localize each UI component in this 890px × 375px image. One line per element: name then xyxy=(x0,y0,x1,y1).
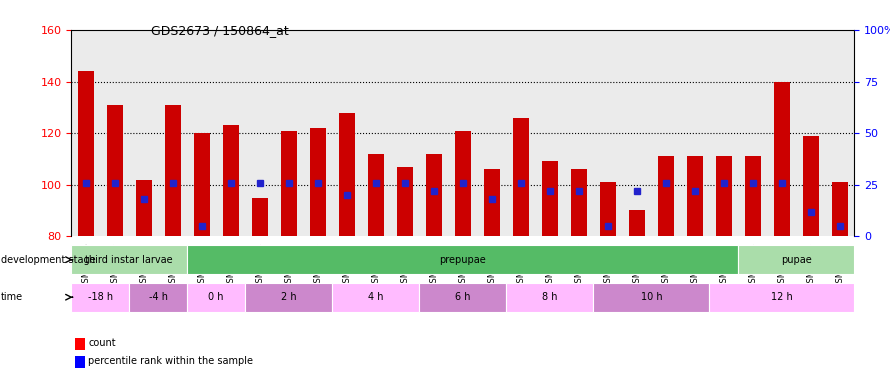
Bar xyxy=(739,245,854,274)
Bar xyxy=(339,112,355,236)
Bar xyxy=(129,283,187,312)
Text: 12 h: 12 h xyxy=(771,292,793,302)
Text: 4 h: 4 h xyxy=(368,292,384,302)
Bar xyxy=(71,245,187,274)
Bar xyxy=(75,356,85,368)
Bar xyxy=(506,283,594,312)
Bar xyxy=(716,156,732,236)
Bar xyxy=(709,283,854,312)
Bar xyxy=(187,283,246,312)
Bar xyxy=(71,283,129,312)
Bar xyxy=(252,198,268,236)
Bar xyxy=(484,169,500,236)
Bar xyxy=(246,283,332,312)
Text: 2 h: 2 h xyxy=(281,292,296,302)
Bar xyxy=(77,71,93,236)
Text: 8 h: 8 h xyxy=(542,292,557,302)
Bar xyxy=(687,156,703,236)
Bar xyxy=(397,166,413,236)
Bar xyxy=(803,136,819,236)
Text: GDS2673 / 150864_at: GDS2673 / 150864_at xyxy=(151,24,289,38)
Bar xyxy=(107,105,123,236)
Bar xyxy=(165,105,181,236)
Bar xyxy=(832,182,848,236)
Text: count: count xyxy=(88,339,116,348)
Bar xyxy=(594,283,709,312)
Bar xyxy=(136,180,151,236)
Text: 10 h: 10 h xyxy=(641,292,662,302)
Bar xyxy=(542,162,558,236)
Bar xyxy=(194,133,210,236)
Text: development stage: development stage xyxy=(1,255,95,265)
Text: -18 h: -18 h xyxy=(87,292,113,302)
Bar xyxy=(570,169,587,236)
Text: third instar larvae: third instar larvae xyxy=(85,255,173,265)
Bar xyxy=(332,283,419,312)
Bar xyxy=(75,338,85,350)
Bar xyxy=(513,118,529,236)
Bar xyxy=(455,130,471,236)
Text: time: time xyxy=(1,292,23,302)
Bar xyxy=(419,283,506,312)
Bar xyxy=(222,125,239,236)
Text: -4 h: -4 h xyxy=(149,292,167,302)
Text: pupae: pupae xyxy=(781,255,812,265)
Bar xyxy=(368,154,384,236)
Text: 0 h: 0 h xyxy=(208,292,224,302)
Bar xyxy=(629,210,645,236)
Bar xyxy=(745,156,761,236)
Bar xyxy=(600,182,616,236)
Bar xyxy=(774,82,789,236)
Text: percentile rank within the sample: percentile rank within the sample xyxy=(88,357,254,366)
Bar xyxy=(658,156,674,236)
Bar xyxy=(187,245,739,274)
Text: prepupae: prepupae xyxy=(440,255,486,265)
Bar xyxy=(310,128,326,236)
Text: 6 h: 6 h xyxy=(455,292,471,302)
Bar xyxy=(425,154,441,236)
Bar xyxy=(280,130,296,236)
